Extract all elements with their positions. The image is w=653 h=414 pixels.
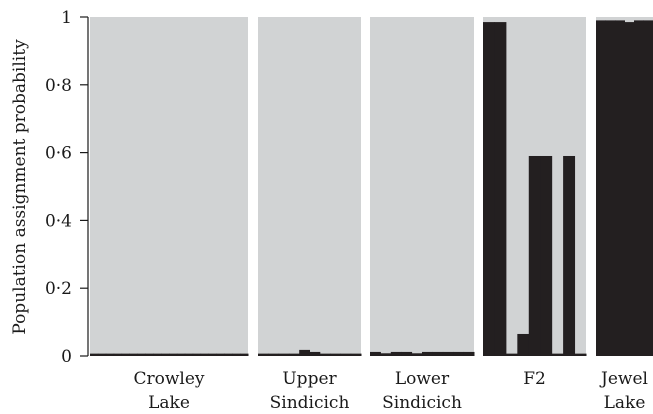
data-bar <box>176 353 186 356</box>
data-bar <box>208 353 217 356</box>
data-bar <box>624 22 635 357</box>
data-bar <box>224 353 233 356</box>
group-panel <box>483 17 587 357</box>
group-panel <box>370 17 475 356</box>
y-tick-label: 0·2 <box>45 279 72 299</box>
data-bar <box>105 353 115 356</box>
data-bar <box>615 20 625 356</box>
group-label: Crowley <box>133 369 204 389</box>
panel-background <box>370 17 474 356</box>
y-tick-label: 0·4 <box>45 211 72 231</box>
data-bar <box>97 353 107 356</box>
data-bar <box>380 353 392 356</box>
panel-background <box>90 17 248 356</box>
data-bar <box>288 353 300 356</box>
data-bar <box>232 353 241 356</box>
data-bar <box>113 353 123 356</box>
y-tick-label: 1 <box>61 8 72 28</box>
data-bar <box>350 353 362 356</box>
y-axis: 0 0·2 0·4 0·6 0·8 1 <box>45 8 89 367</box>
data-bar <box>483 22 495 357</box>
data-bar <box>422 351 433 356</box>
data-bar <box>200 353 209 356</box>
panel-background <box>258 17 361 356</box>
group-panel <box>90 17 249 356</box>
y-tick-label: 0 <box>61 347 72 367</box>
data-bar <box>340 353 352 356</box>
data-bar <box>137 353 146 356</box>
data-bar <box>411 353 423 356</box>
group-label: Lake <box>604 393 646 413</box>
data-bar <box>258 353 269 356</box>
group-labels: Crowley Lake Upper Sindicich Lower Sindicich F… <box>133 369 647 413</box>
group-label: Lower <box>395 369 450 389</box>
group-label: Upper <box>282 369 337 389</box>
data-bar <box>432 351 444 356</box>
data-bar <box>494 22 507 357</box>
data-bar <box>278 353 290 356</box>
data-bar <box>453 351 465 356</box>
data-bar <box>401 351 413 356</box>
group-label: Lake <box>148 393 190 413</box>
group-label: Jewel <box>599 369 648 389</box>
data-bar <box>268 353 280 356</box>
data-bar <box>370 351 381 356</box>
y-tick-label: 0·8 <box>45 76 72 96</box>
data-bar <box>184 353 194 356</box>
data-bar <box>129 353 138 356</box>
data-bar <box>505 353 518 356</box>
y-tick-label: 0·6 <box>45 144 72 164</box>
data-bar <box>442 351 454 356</box>
data-bar <box>563 155 576 356</box>
data-bar <box>240 353 249 356</box>
data-bar <box>574 353 587 356</box>
data-bar <box>216 353 225 356</box>
data-bar <box>540 155 553 356</box>
data-bar <box>643 20 653 356</box>
group-label: F2 <box>523 369 546 389</box>
y-axis-title: Population assignment probability <box>10 39 30 335</box>
data-bar <box>192 353 202 356</box>
data-bar <box>330 353 341 356</box>
group-panel <box>596 17 653 357</box>
data-bar <box>605 20 616 356</box>
plot-area <box>90 17 653 357</box>
data-bar <box>90 353 99 356</box>
data-bar <box>299 349 310 356</box>
data-bar <box>634 20 644 356</box>
group-label: Sindicich <box>382 393 462 413</box>
data-bar <box>145 353 154 356</box>
group-label: Sindicich <box>270 393 350 413</box>
data-bar <box>161 353 170 356</box>
data-bar <box>169 353 178 356</box>
data-bar <box>528 155 541 356</box>
data-bar <box>390 351 402 356</box>
data-bar <box>463 351 475 356</box>
group-panel <box>258 17 362 356</box>
data-bar <box>153 353 162 356</box>
data-bar <box>121 353 130 356</box>
data-bar <box>551 353 564 356</box>
data-bar <box>319 353 331 356</box>
data-bar <box>309 351 321 356</box>
data-bar <box>517 333 530 356</box>
data-bar <box>596 20 606 356</box>
